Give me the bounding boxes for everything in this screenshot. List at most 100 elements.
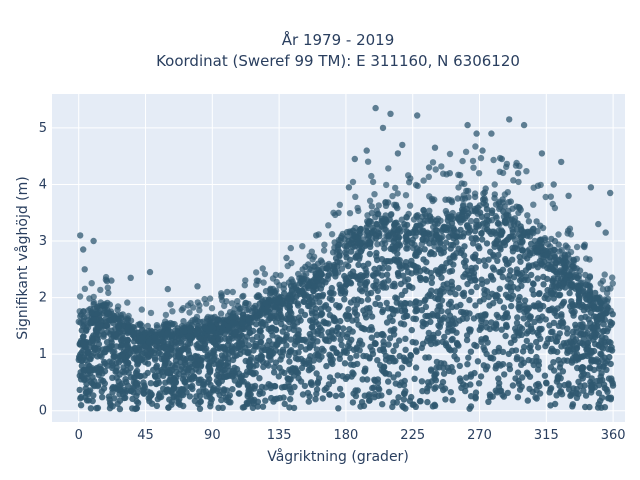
- scatter-point: [417, 217, 424, 225]
- scatter-point: [76, 386, 83, 394]
- scatter-point-outlier: [146, 268, 154, 276]
- scatter-point: [400, 321, 408, 328]
- scatter-point: [568, 298, 575, 305]
- scatter-point: [413, 305, 420, 313]
- scatter-point: [338, 265, 346, 272]
- scatter-point: [259, 344, 266, 351]
- scatter-point: [160, 385, 167, 392]
- scatter-point: [147, 309, 155, 317]
- scatter-point: [527, 313, 534, 320]
- scatter-point: [543, 340, 551, 347]
- scatter-point: [495, 313, 502, 321]
- scatter-point: [88, 352, 96, 360]
- scatter-point: [401, 357, 408, 364]
- scatter-point: [412, 315, 420, 323]
- scatter-point: [88, 280, 95, 287]
- scatter-point: [404, 276, 412, 283]
- scatter-point-outlier: [81, 266, 88, 273]
- scatter-point: [374, 357, 381, 364]
- scatter-point-outlier: [394, 150, 402, 157]
- scatter-point: [583, 255, 590, 262]
- scatter-point: [231, 305, 238, 313]
- scatter-point: [395, 270, 402, 278]
- scatter-point: [390, 347, 397, 355]
- scatter-point: [77, 319, 84, 326]
- x-tick-label: 45: [137, 428, 154, 443]
- scatter-point: [300, 298, 308, 305]
- scatter-point: [554, 348, 561, 356]
- scatter-point: [559, 323, 566, 330]
- scatter-point: [496, 244, 504, 251]
- scatter-point: [515, 178, 522, 186]
- scatter-point: [496, 285, 503, 292]
- scatter-point: [155, 392, 163, 399]
- scatter-point: [441, 360, 448, 367]
- scatter-point: [348, 336, 355, 343]
- scatter-point: [455, 284, 462, 292]
- scatter-point: [569, 334, 576, 341]
- scatter-point: [550, 359, 557, 366]
- scatter-point: [402, 405, 409, 412]
- scatter-point: [579, 323, 586, 330]
- scatter-point: [85, 348, 92, 356]
- scatter-point: [514, 314, 521, 321]
- scatter-point: [540, 281, 547, 288]
- scatter-point: [529, 286, 536, 294]
- scatter-point: [550, 246, 557, 254]
- scatter-point: [259, 390, 266, 397]
- scatter-point: [527, 323, 535, 330]
- scatter-point: [161, 364, 168, 371]
- scatter-point: [153, 402, 161, 410]
- y-tick-labels: 0 1 2 3 4 5: [39, 121, 47, 419]
- scatter-point: [364, 290, 372, 297]
- scatter-point: [375, 202, 382, 209]
- scatter-point: [312, 396, 319, 403]
- scatter-point: [535, 361, 542, 369]
- scatter-point: [446, 150, 454, 158]
- scatter-point: [196, 307, 203, 314]
- scatter-point: [331, 268, 339, 275]
- scatter-point: [239, 341, 246, 348]
- scatter-point: [369, 178, 377, 186]
- scatter-point-outlier: [558, 158, 565, 166]
- scatter-point: [456, 362, 463, 370]
- scatter-point: [191, 361, 198, 368]
- scatter-point: [140, 379, 147, 386]
- scatter-point: [573, 243, 581, 251]
- scatter-point: [441, 333, 448, 341]
- scatter-point: [262, 397, 269, 404]
- scatter-point: [496, 380, 503, 387]
- scatter-point: [162, 355, 170, 362]
- scatter-point: [314, 378, 322, 386]
- scatter-point: [271, 364, 278, 371]
- scatter-point: [509, 382, 517, 389]
- scatter-point: [107, 308, 115, 315]
- scatter-point: [441, 385, 449, 392]
- scatter-point: [534, 344, 542, 351]
- scatter-point: [525, 218, 533, 225]
- scatter-point: [147, 350, 154, 357]
- chart-title: År 1979 - 2019: [282, 30, 395, 49]
- scatter-point: [497, 269, 504, 276]
- scatter-point: [530, 361, 537, 369]
- scatter-point: [533, 218, 540, 225]
- scatter-point: [249, 369, 257, 377]
- scatter-point: [538, 325, 545, 333]
- scatter-point: [127, 346, 134, 353]
- scatter-point: [365, 393, 372, 400]
- scatter-point: [467, 348, 475, 355]
- scatter-point: [467, 217, 475, 225]
- scatter-point: [533, 387, 540, 394]
- scatter-point: [277, 356, 284, 363]
- x-tick-labels: 0 45 90 135 180 225 270 315 360: [75, 428, 626, 443]
- scatter-point: [431, 243, 438, 250]
- scatter-point: [603, 328, 611, 335]
- scatter-point: [262, 300, 269, 307]
- scatter-point: [343, 246, 350, 253]
- scatter-point: [218, 396, 225, 404]
- scatter-point: [503, 211, 510, 218]
- scatter-point: [478, 236, 486, 243]
- scatter-point: [222, 361, 230, 368]
- scatter-point: [426, 250, 434, 258]
- scatter-point: [152, 346, 159, 353]
